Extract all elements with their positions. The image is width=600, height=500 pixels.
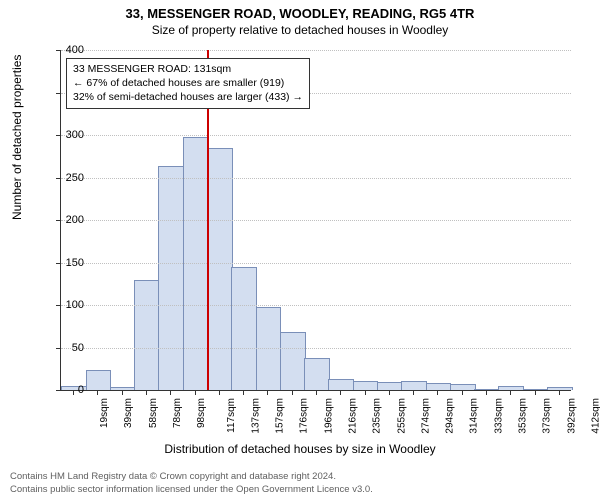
x-tick bbox=[535, 390, 536, 395]
x-tick-label: 157sqm bbox=[275, 398, 286, 434]
x-tick bbox=[195, 390, 196, 395]
y-axis-label: Number of detached properties bbox=[10, 55, 24, 220]
info-box-line: 32% of semi-detached houses are larger (… bbox=[73, 90, 303, 104]
y-tick-label: 50 bbox=[54, 342, 84, 354]
histogram-bar bbox=[450, 384, 476, 390]
x-tick-label: 235sqm bbox=[372, 398, 383, 434]
histogram-bar bbox=[158, 166, 184, 390]
x-tick-label: 58sqm bbox=[148, 398, 159, 428]
footer-attribution: Contains HM Land Registry data © Crown c… bbox=[10, 471, 373, 496]
histogram-bar bbox=[304, 358, 330, 390]
histogram-bar bbox=[280, 332, 306, 390]
x-tick-label: 314sqm bbox=[469, 398, 480, 434]
x-tick-label: 117sqm bbox=[225, 398, 236, 433]
x-tick-label: 176sqm bbox=[299, 398, 310, 434]
x-tick bbox=[389, 390, 390, 395]
x-tick-label: 98sqm bbox=[196, 398, 207, 428]
histogram-bar bbox=[231, 267, 257, 390]
y-tick-label: 0 bbox=[54, 384, 84, 396]
x-tick bbox=[413, 390, 414, 395]
chart-container: 33, MESSENGER ROAD, WOODLEY, READING, RG… bbox=[0, 0, 600, 500]
info-box: 33 MESSENGER ROAD: 131sqm← 67% of detach… bbox=[66, 58, 310, 109]
grid-line bbox=[61, 305, 571, 306]
histogram-bar bbox=[377, 382, 403, 390]
footer-line: Contains HM Land Registry data © Crown c… bbox=[10, 471, 373, 483]
x-tick bbox=[365, 390, 366, 395]
x-tick-label: 216sqm bbox=[348, 398, 359, 434]
x-tick bbox=[146, 390, 147, 395]
x-tick bbox=[316, 390, 317, 395]
y-tick-label: 400 bbox=[54, 44, 84, 56]
histogram-bar bbox=[547, 387, 573, 390]
x-tick-label: 373sqm bbox=[542, 398, 553, 434]
x-tick-label: 39sqm bbox=[123, 398, 134, 428]
grid-line bbox=[61, 348, 571, 349]
x-axis-label: Distribution of detached houses by size … bbox=[0, 442, 600, 456]
grid-line bbox=[61, 178, 571, 179]
x-tick-label: 353sqm bbox=[518, 398, 529, 434]
x-tick-label: 137sqm bbox=[250, 398, 261, 434]
y-tick-label: 200 bbox=[54, 214, 84, 226]
histogram-bar bbox=[134, 280, 160, 390]
grid-line bbox=[61, 220, 571, 221]
x-tick-label: 274sqm bbox=[420, 398, 431, 434]
footer-line: Contains public sector information licen… bbox=[10, 484, 373, 496]
y-tick-label: 300 bbox=[54, 129, 84, 141]
x-tick bbox=[462, 390, 463, 395]
x-tick-label: 255sqm bbox=[396, 398, 407, 434]
histogram-bar bbox=[353, 381, 379, 391]
y-tick-label: 150 bbox=[54, 257, 84, 269]
x-tick bbox=[559, 390, 560, 395]
y-tick-label: 100 bbox=[54, 299, 84, 311]
x-tick bbox=[340, 390, 341, 395]
histogram-bar bbox=[183, 137, 209, 390]
histogram-bar bbox=[256, 307, 282, 390]
x-tick bbox=[437, 390, 438, 395]
x-tick-label: 412sqm bbox=[590, 398, 600, 434]
x-tick bbox=[122, 390, 123, 395]
histogram-bar bbox=[426, 383, 452, 390]
chart-title-sub: Size of property relative to detached ho… bbox=[0, 21, 600, 37]
x-tick bbox=[292, 390, 293, 395]
x-tick-label: 294sqm bbox=[445, 398, 456, 434]
chart-title-main: 33, MESSENGER ROAD, WOODLEY, READING, RG… bbox=[0, 0, 600, 21]
x-tick-label: 19sqm bbox=[99, 398, 110, 428]
histogram-bar bbox=[328, 379, 354, 390]
y-tick-label: 250 bbox=[54, 172, 84, 184]
x-tick-label: 196sqm bbox=[323, 398, 334, 434]
histogram-bar bbox=[401, 381, 427, 391]
x-tick bbox=[97, 390, 98, 395]
x-tick-label: 333sqm bbox=[493, 398, 504, 434]
x-tick bbox=[219, 390, 220, 395]
histogram-bar bbox=[207, 148, 233, 390]
info-box-line: ← 67% of detached houses are smaller (91… bbox=[73, 76, 303, 90]
histogram-bar bbox=[86, 370, 112, 390]
x-tick-label: 78sqm bbox=[172, 398, 183, 428]
grid-line bbox=[61, 135, 571, 136]
x-tick bbox=[243, 390, 244, 395]
x-tick-label: 392sqm bbox=[566, 398, 577, 434]
info-box-line: 33 MESSENGER ROAD: 131sqm bbox=[73, 62, 303, 76]
grid-line bbox=[61, 50, 571, 51]
x-tick bbox=[486, 390, 487, 395]
histogram-bar bbox=[110, 387, 136, 390]
x-tick bbox=[267, 390, 268, 395]
x-tick bbox=[510, 390, 511, 395]
x-tick bbox=[170, 390, 171, 395]
grid-line bbox=[61, 263, 571, 264]
